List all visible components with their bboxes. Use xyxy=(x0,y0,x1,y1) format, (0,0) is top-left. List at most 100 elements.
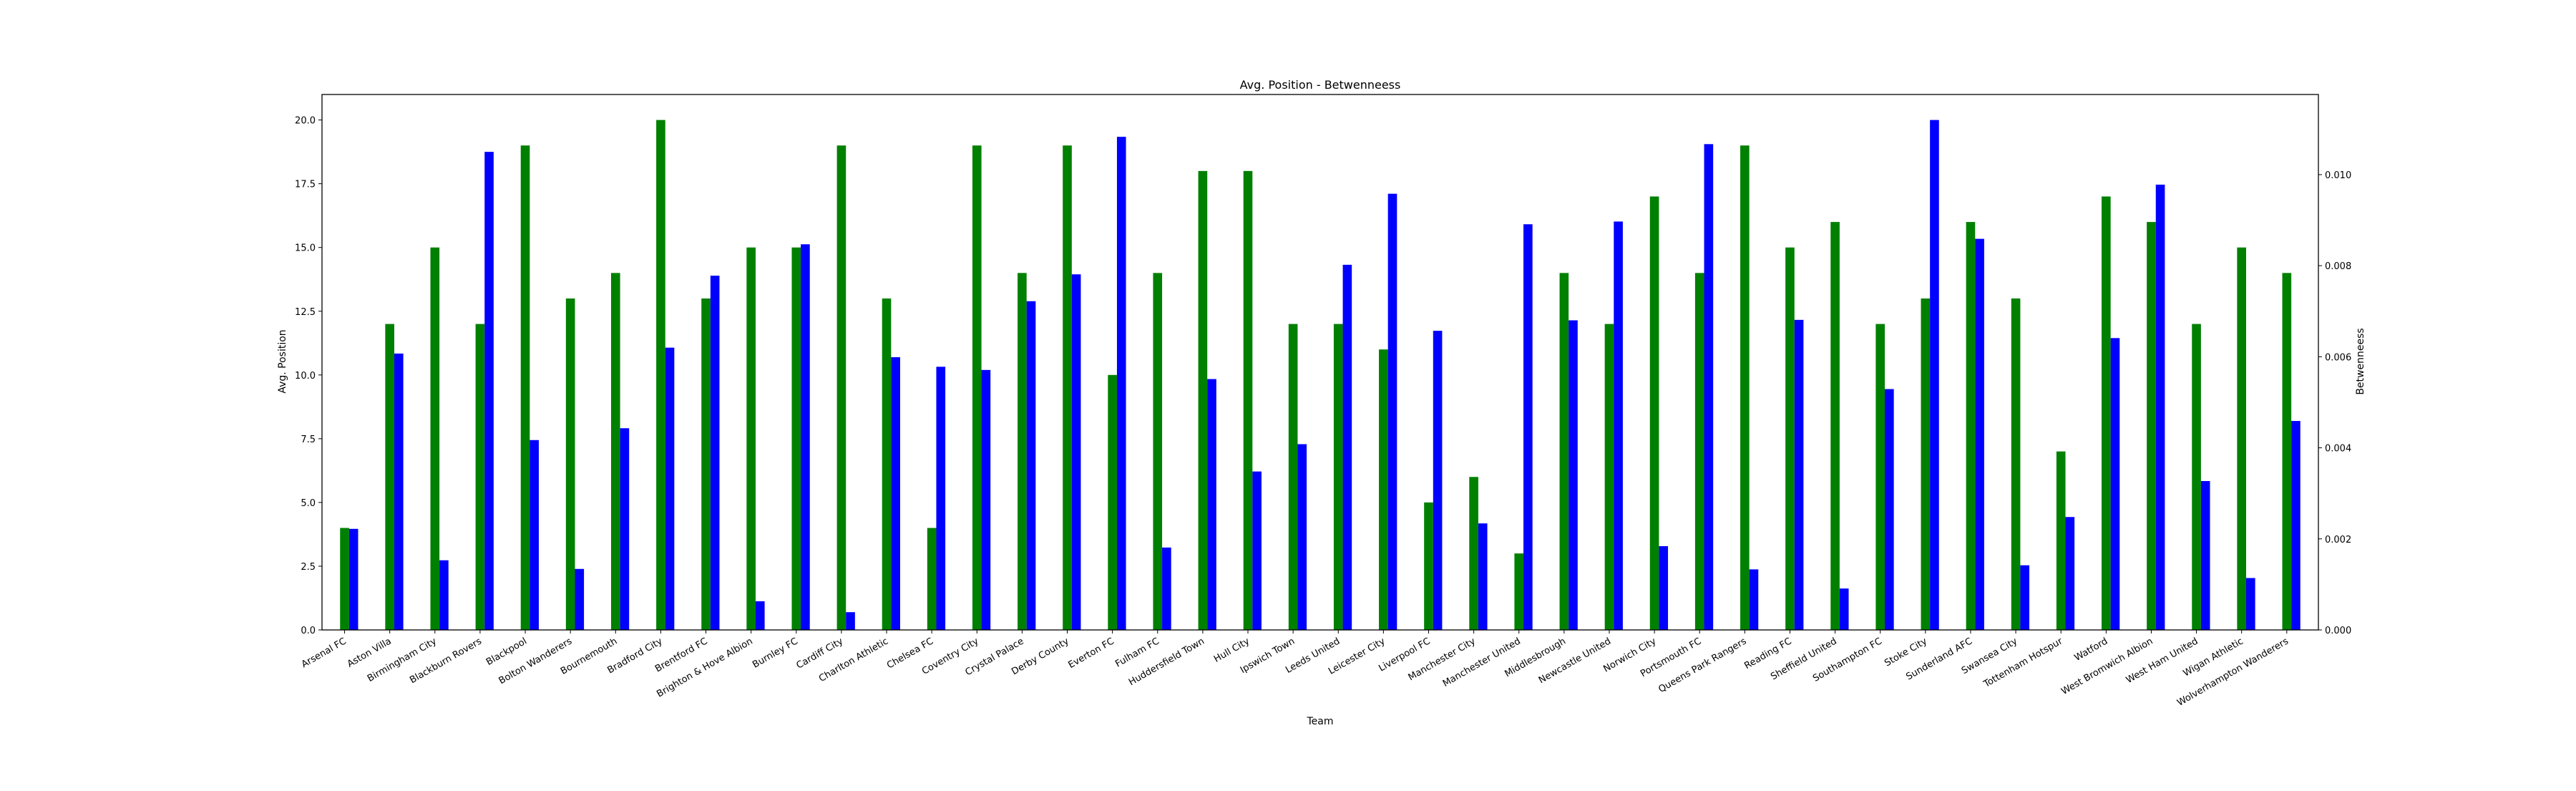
bar-right-23 xyxy=(1387,193,1397,630)
y-right-tick-label-0: 0.000 xyxy=(2325,626,2351,636)
bar-right-35 xyxy=(1930,120,1939,631)
bar-right-30 xyxy=(1704,144,1714,630)
bar-right-15 xyxy=(1026,301,1036,630)
plot-frame xyxy=(321,94,2319,631)
bar-left-40 xyxy=(2147,222,2156,631)
y-left-tick-label-7: 17.5 xyxy=(295,180,316,190)
y-left-tick-label-5: 12.5 xyxy=(295,307,316,318)
bar-right-0 xyxy=(348,528,358,630)
bar-left-25 xyxy=(1469,477,1478,630)
y-left-tick-label-3: 7.5 xyxy=(301,435,316,445)
y-axis-label-left: Avg. Position xyxy=(277,329,288,393)
bar-right-39 xyxy=(2110,338,2120,630)
bar-left-10 xyxy=(791,247,801,630)
bar-right-24 xyxy=(1433,331,1443,630)
bar-left-11 xyxy=(836,145,847,630)
bar-left-15 xyxy=(1018,273,1027,630)
bar-right-42 xyxy=(2246,578,2255,630)
bar-left-31 xyxy=(1740,145,1750,630)
bar-left-23 xyxy=(1379,349,1388,630)
bars-layer xyxy=(340,120,2301,631)
bar-right-36 xyxy=(1975,238,1984,630)
bar-right-10 xyxy=(801,244,810,630)
x-tick-label-17: Everton FC xyxy=(1066,636,1116,671)
bar-left-12 xyxy=(882,298,892,630)
bar-right-17 xyxy=(1116,137,1126,630)
bar-right-34 xyxy=(1885,389,1894,630)
bar-left-21 xyxy=(1288,324,1298,630)
bar-left-14 xyxy=(972,145,982,630)
bar-right-43 xyxy=(2291,421,2301,630)
bar-left-0 xyxy=(340,528,349,630)
y-right-tick-label-5: 0.010 xyxy=(2325,170,2351,181)
bar-left-34 xyxy=(1875,324,1885,630)
x-axis-label: Team xyxy=(1306,716,1333,727)
bar-left-19 xyxy=(1198,170,1208,630)
y-left-tick-label-8: 20.0 xyxy=(295,116,316,127)
bar-left-22 xyxy=(1333,324,1343,630)
bar-left-43 xyxy=(2282,273,2292,630)
bar-right-5 xyxy=(575,568,585,630)
bar-left-36 xyxy=(1966,222,1976,631)
bar-right-2 xyxy=(439,560,449,630)
bar-left-42 xyxy=(2237,247,2247,630)
y-right-tick-label-4: 0.008 xyxy=(2325,261,2351,272)
x-tick-label-26: Manchester United xyxy=(1441,636,1523,689)
bar-right-29 xyxy=(1659,545,1669,630)
bar-right-8 xyxy=(710,276,720,630)
bar-left-1 xyxy=(385,324,394,630)
bar-left-9 xyxy=(746,247,756,630)
bar-left-5 xyxy=(565,298,575,630)
bar-left-38 xyxy=(2056,451,2066,630)
y-left-tick-label-6: 15.0 xyxy=(295,243,316,254)
bar-right-1 xyxy=(394,353,404,630)
bar-left-28 xyxy=(1604,324,1614,630)
bar-left-8 xyxy=(701,298,711,630)
x-tick-label-0: Arsenal FC xyxy=(300,636,348,670)
bar-left-27 xyxy=(1559,273,1569,630)
bar-right-19 xyxy=(1207,379,1216,630)
bar-right-20 xyxy=(1252,471,1262,630)
bar-right-7 xyxy=(665,347,675,630)
bar-right-9 xyxy=(755,601,765,630)
bar-left-39 xyxy=(2102,196,2111,630)
bar-left-20 xyxy=(1243,170,1253,630)
bar-left-3 xyxy=(475,324,485,630)
x-tick-label-5: Bolton Wanderers xyxy=(497,636,575,686)
bar-right-12 xyxy=(891,357,900,630)
x-tick-label-19: Huddersfield Town xyxy=(1127,636,1206,688)
bar-right-18 xyxy=(1162,547,1171,630)
bar-right-37 xyxy=(2020,565,2030,630)
bar-left-32 xyxy=(1785,247,1795,630)
x-tick-label-10: Burnley FC xyxy=(751,636,800,670)
y-right-tick-label-2: 0.004 xyxy=(2325,444,2351,455)
bar-left-41 xyxy=(2192,324,2201,630)
bar-left-26 xyxy=(1514,553,1524,630)
bar-left-6 xyxy=(610,273,620,630)
x-tick-label-38: Tottenham Hotspur xyxy=(1981,636,2065,690)
bar-left-29 xyxy=(1649,196,1659,630)
bar-right-28 xyxy=(1614,221,1623,630)
bar-right-25 xyxy=(1478,523,1488,630)
bar-right-31 xyxy=(1749,569,1759,630)
bar-right-4 xyxy=(530,440,539,630)
bar-right-33 xyxy=(1839,588,1849,630)
bar-left-33 xyxy=(1830,222,1840,631)
bar-right-6 xyxy=(620,428,630,630)
y-left-tick-label-2: 5.0 xyxy=(301,498,316,509)
y-right-tick-label-3: 0.006 xyxy=(2325,352,2351,363)
bar-left-7 xyxy=(656,120,665,631)
x-tick-label-39: Watford xyxy=(2073,636,2110,663)
bar-left-2 xyxy=(430,247,440,630)
bar-right-38 xyxy=(2065,517,2075,630)
bar-right-32 xyxy=(1794,319,1804,630)
bar-right-41 xyxy=(2200,481,2210,630)
y-left-tick-label-1: 2.5 xyxy=(301,562,316,573)
bar-right-27 xyxy=(1568,320,1578,630)
bar-left-24 xyxy=(1424,502,1433,630)
bar-left-35 xyxy=(1921,298,1931,630)
bar-left-30 xyxy=(1694,273,1704,630)
bar-right-21 xyxy=(1297,444,1307,630)
